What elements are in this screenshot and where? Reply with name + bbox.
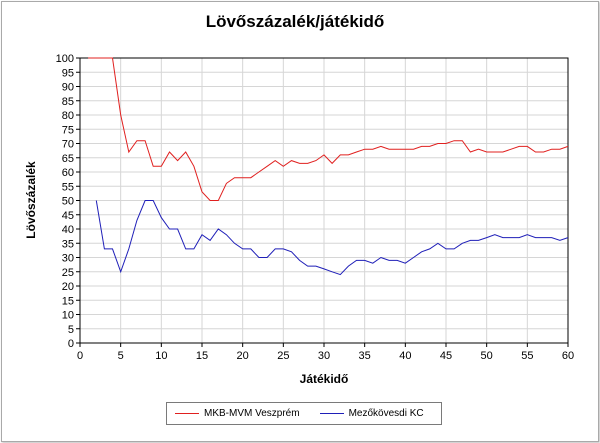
y-tick-label: 40 (62, 224, 74, 236)
x-tick-label: 15 (196, 350, 208, 362)
y-tick-label: 20 (62, 281, 74, 293)
series-line-1 (88, 57, 569, 201)
y-tick-label: 0 (68, 338, 74, 350)
x-tick-label: 10 (155, 350, 167, 362)
y-tick-label: 10 (62, 310, 74, 322)
y-tick-label: 85 (62, 96, 74, 108)
legend-swatch-2 (319, 413, 344, 414)
y-tick-label: 70 (62, 139, 74, 151)
x-tick-label: 45 (440, 350, 452, 362)
x-tick-label: 50 (481, 350, 493, 362)
y-tick-label: 50 (62, 196, 74, 208)
y-tick-label: 15 (62, 295, 74, 307)
y-tick-label: 45 (62, 210, 74, 222)
x-tick-label: 0 (77, 350, 83, 362)
y-tick-label: 30 (62, 253, 74, 265)
x-tick-label: 35 (359, 350, 371, 362)
legend-item-2: Mezőkövesdi KC (319, 408, 424, 419)
y-tick-label: 25 (62, 267, 74, 279)
y-axis: 0 5 10 15 20 25 30 35 40 45 50 55 60 65 70 75 80 85 90 95 10… (56, 53, 80, 350)
legend-label-2: Mezőkövesdi KC (348, 408, 424, 419)
x-tick-label: 25 (277, 350, 289, 362)
series-line-2 (95, 200, 569, 276)
series-lines (88, 57, 569, 276)
y-tick-label: 5 (68, 324, 74, 336)
y-tick-label: 65 (62, 153, 74, 165)
x-tick-label: 30 (318, 350, 330, 362)
y-tick-label: 55 (62, 181, 74, 193)
legend: MKB-MVM Veszprém Mezőkövesdi KC (166, 402, 442, 425)
x-axis-title: Játékidő (300, 372, 349, 386)
y-tick-label: 60 (62, 167, 74, 179)
x-tick-label: 40 (399, 350, 411, 362)
x-tick-label: 60 (562, 350, 574, 362)
y-tick-label: 80 (62, 110, 74, 122)
legend-item-1: MKB-MVM Veszprém (175, 408, 300, 419)
y-tick-label: 75 (62, 124, 74, 136)
x-axis: 0 5 10 15 20 25 30 35 40 45 50 55 60 (77, 343, 574, 362)
chart-title: Lövőszázalék/játékidő (206, 12, 385, 31)
legend-swatch-1 (175, 413, 199, 414)
x-tick-label: 20 (237, 350, 249, 362)
legend-label-1: MKB-MVM Veszprém (204, 408, 300, 419)
y-tick-label: 90 (62, 82, 74, 94)
x-tick-label: 5 (118, 350, 124, 362)
x-tick-label: 55 (521, 350, 533, 362)
y-tick-label: 100 (56, 53, 74, 65)
y-tick-label: 35 (62, 238, 74, 250)
y-axis-title: Lövőszázalék (24, 161, 38, 239)
y-tick-label: 95 (62, 67, 74, 79)
